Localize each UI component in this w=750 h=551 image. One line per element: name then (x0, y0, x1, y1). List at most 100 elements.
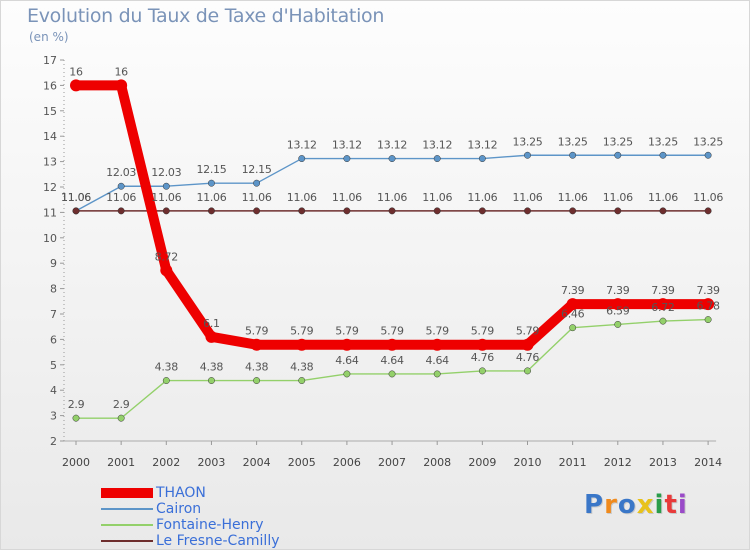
data-label-le-fresne-camilly: 11.06 (603, 191, 633, 204)
data-label-cairon: 13.25 (648, 135, 678, 148)
data-label-thaon: 16 (114, 65, 128, 78)
x-tick-label: 2007 (378, 456, 406, 469)
data-label-le-fresne-camilly: 11.06 (242, 191, 272, 204)
data-point-cairon (388, 155, 396, 163)
data-label-le-fresne-camilly: 11.06 (513, 191, 543, 204)
data-label-le-fresne-camilly: 11.06 (467, 191, 497, 204)
data-point-cairon (524, 151, 531, 159)
data-label-cairon: 13.25 (603, 135, 633, 148)
data-point-fontaine-henry (208, 377, 215, 384)
data-label-cairon: 11.06 (61, 191, 91, 204)
data-point-thaon (476, 338, 489, 351)
x-tick-label: 2012 (604, 456, 632, 469)
data-point-le-fresne-camilly (162, 207, 170, 215)
data-label-fontaine-henry: 6.59 (606, 304, 630, 317)
y-tick-label: 5 (50, 359, 57, 372)
data-point-cairon (614, 151, 622, 159)
data-label-thaon: 8.72 (155, 250, 178, 263)
legend-swatch (101, 540, 153, 542)
x-tick-label: 2008 (423, 456, 451, 469)
y-tick-label: 4 (50, 384, 57, 397)
y-tick-label: 15 (43, 105, 57, 118)
data-point-thaon (702, 298, 715, 311)
x-tick-label: 2006 (333, 456, 361, 469)
data-label-fontaine-henry: 4.64 (380, 354, 404, 367)
data-label-cairon: 12.15 (242, 163, 272, 176)
data-labels: 11.06 12.03 12.03 12.15 12.15 13.12 13.12 13.12… (61, 65, 724, 411)
data-point-fontaine-henry (298, 377, 306, 384)
legend-label: Cairon (156, 501, 202, 517)
data-point-thaon (340, 338, 353, 351)
data-point-le-fresne-camilly (659, 207, 667, 215)
data-point-fontaine-henry (524, 367, 531, 375)
proxiti-logo: Proxiti (584, 490, 688, 520)
logo-letter: x (636, 490, 655, 520)
data-label-cairon: 12.15 (196, 163, 226, 176)
data-label-le-fresne-camilly: 11.06 (422, 191, 452, 204)
chart-title: Evolution du Taux de Taxe d'Habitation (27, 5, 385, 27)
data-label-fontaine-henry: 4.38 (245, 361, 269, 374)
data-point-le-fresne-camilly (388, 207, 396, 215)
data-label-thaon: 6.1 (203, 317, 220, 330)
data-point-cairon (117, 182, 125, 190)
data-label-le-fresne-camilly: 11.06 (196, 191, 226, 204)
data-label-cairon: 12.03 (106, 166, 136, 179)
data-point-thaon (566, 298, 579, 311)
data-point-cairon (433, 155, 441, 163)
data-label-fontaine-henry: 4.64 (426, 354, 450, 367)
data-label-le-fresne-camilly: 11.06 (151, 191, 181, 204)
x-tick-label: 2009 (468, 456, 496, 469)
data-point-le-fresne-camilly (298, 207, 306, 215)
data-point-thaon (160, 264, 173, 277)
data-label-fontaine-henry: 4.76 (471, 351, 495, 364)
y-tick-label: 8 (50, 283, 57, 296)
data-label-le-fresne-camilly: 11.06 (377, 191, 407, 204)
series-lines (70, 79, 715, 422)
logo-letter: o (617, 490, 637, 520)
data-point-thaon (115, 79, 128, 92)
data-label-fontaine-henry: 2.9 (113, 398, 130, 411)
data-label-cairon: 13.12 (422, 139, 452, 152)
data-label-thaon: 7.39 (561, 284, 585, 297)
data-label-le-fresne-camilly: 11.06 (287, 191, 317, 204)
legend-swatch (101, 524, 153, 526)
x-tick-label: 2004 (243, 456, 271, 469)
logo-letter: P (584, 490, 605, 520)
y-tick-label: 12 (43, 181, 57, 194)
x-tick-label: 2002 (152, 456, 180, 469)
y-tick-label: 3 (50, 410, 57, 423)
data-point-cairon (208, 179, 215, 187)
data-point-le-fresne-camilly (208, 207, 215, 215)
x-tick-label: 2010 (514, 456, 542, 469)
y-tick-label: 10 (43, 232, 57, 245)
data-label-thaon: 7.39 (651, 284, 675, 297)
data-label-thaon: 5.79 (290, 325, 314, 338)
logo-letter: t (664, 490, 678, 520)
data-label-cairon: 13.25 (513, 135, 543, 148)
data-label-thaon: 5.79 (335, 325, 359, 338)
data-point-le-fresne-camilly (72, 207, 80, 215)
data-point-cairon (162, 182, 170, 190)
y-tick-label: 13 (43, 156, 57, 169)
data-label-thaon: 7.39 (696, 284, 720, 297)
y-tick-label: 14 (43, 130, 57, 143)
data-label-le-fresne-camilly: 11.06 (332, 191, 362, 204)
data-label-le-fresne-camilly: 11.06 (558, 191, 588, 204)
axes: 2 3 4 5 6 7 8 9 10 11 12 13 14 15 16 17 2000 2001 2002 2003… (43, 54, 722, 469)
data-point-le-fresne-camilly (704, 207, 712, 215)
data-point-fontaine-henry (253, 377, 261, 384)
data-point-le-fresne-camilly (478, 207, 486, 215)
x-tick-label: 2001 (107, 456, 135, 469)
data-label-fontaine-henry: 6.78 (696, 300, 720, 313)
data-label-thaon: 7.39 (606, 284, 630, 297)
data-label-le-fresne-camilly: 11.06 (61, 191, 91, 204)
data-point-cairon (253, 179, 261, 187)
data-label-fontaine-henry: 4.38 (200, 361, 224, 374)
legend-swatch (101, 488, 153, 498)
data-label-thaon: 5.79 (471, 325, 495, 338)
data-point-cairon (343, 155, 351, 163)
data-label-fontaine-henry: 4.38 (290, 361, 314, 374)
y-tick-label: 6 (50, 333, 57, 346)
data-point-le-fresne-camilly (614, 207, 622, 215)
